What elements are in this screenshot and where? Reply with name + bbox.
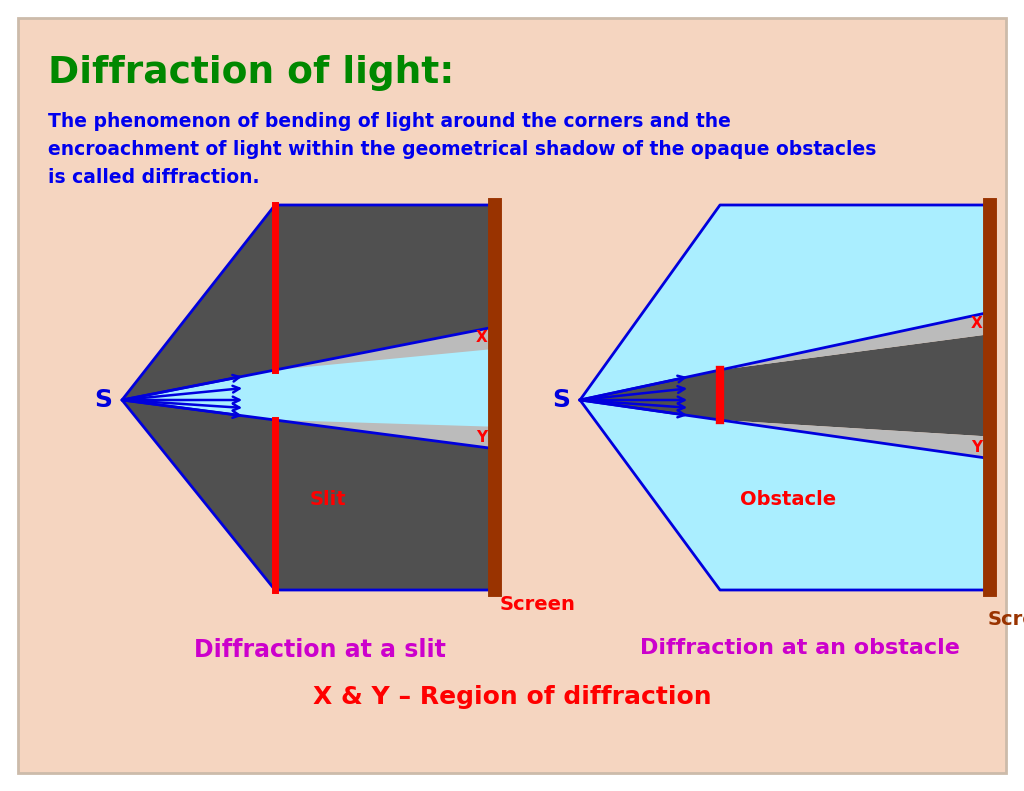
Text: Diffraction at an obstacle: Diffraction at an obstacle: [640, 638, 959, 658]
Polygon shape: [720, 420, 990, 459]
Text: encroachment of light within the geometrical shadow of the opaque obstacles: encroachment of light within the geometr…: [48, 140, 877, 159]
Polygon shape: [580, 205, 990, 400]
Polygon shape: [275, 327, 495, 370]
Text: Obstacle: Obstacle: [740, 490, 837, 509]
Text: is called diffraction.: is called diffraction.: [48, 168, 259, 187]
Text: Diffraction of light:: Diffraction of light:: [48, 55, 455, 91]
Text: S: S: [94, 388, 112, 412]
Text: X: X: [475, 331, 487, 346]
Text: Y: Y: [971, 440, 982, 455]
Text: Diffraction at a slit: Diffraction at a slit: [195, 638, 445, 662]
Text: The phenomenon of bending of light around the corners and the: The phenomenon of bending of light aroun…: [48, 112, 731, 131]
Text: S: S: [552, 388, 570, 412]
Polygon shape: [122, 400, 495, 590]
Polygon shape: [122, 327, 495, 448]
Text: Screen: Screen: [988, 610, 1024, 629]
Polygon shape: [122, 205, 495, 400]
Text: Y: Y: [476, 430, 487, 445]
Text: X: X: [971, 316, 982, 331]
Polygon shape: [720, 312, 990, 370]
Polygon shape: [580, 334, 990, 437]
Text: Screen: Screen: [500, 595, 575, 614]
Text: Slit: Slit: [310, 490, 347, 509]
Polygon shape: [275, 420, 495, 448]
Text: X & Y – Region of diffraction: X & Y – Region of diffraction: [312, 685, 712, 709]
Polygon shape: [580, 400, 990, 590]
